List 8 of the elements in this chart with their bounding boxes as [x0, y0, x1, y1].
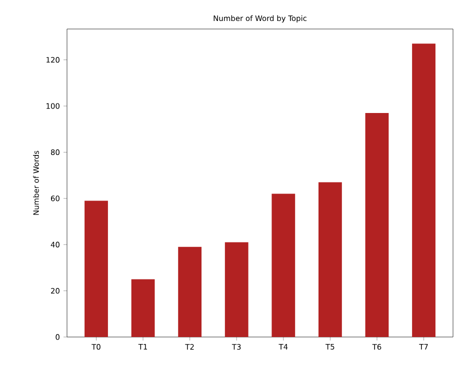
- bar: [412, 44, 436, 337]
- bar: [365, 112, 389, 337]
- bar: [318, 182, 342, 337]
- bar: [224, 242, 248, 337]
- bar: [84, 200, 108, 337]
- bar: [272, 194, 296, 337]
- bar: [131, 279, 155, 337]
- bar: [178, 246, 202, 337]
